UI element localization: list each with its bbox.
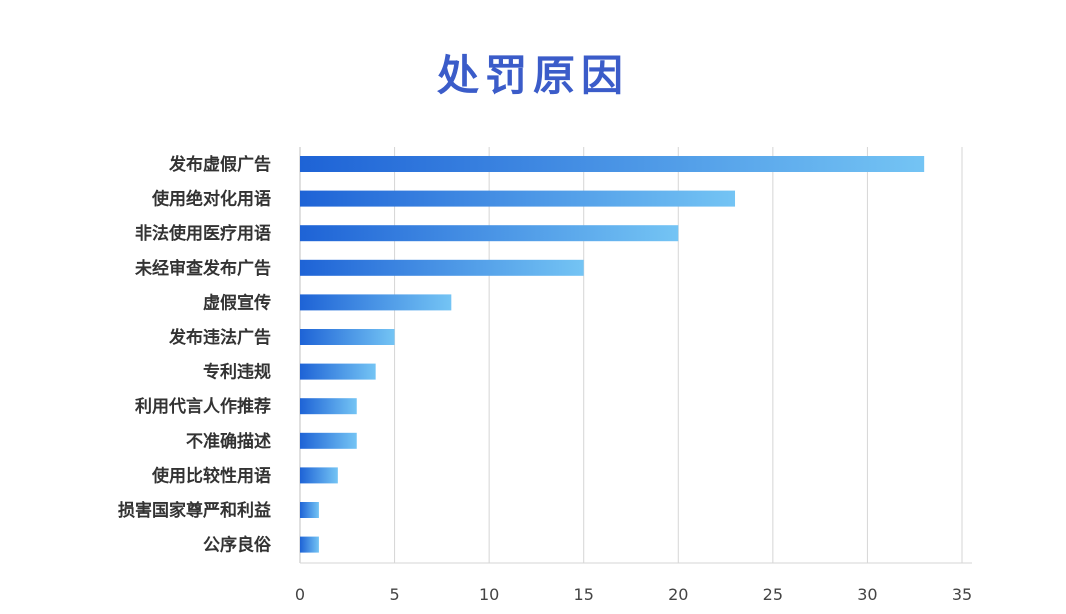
x-tick-label: 5 <box>389 585 399 604</box>
bar-5 <box>300 294 452 311</box>
bar-12 <box>300 536 319 553</box>
bar-2 <box>300 190 736 207</box>
chart-title: 处罚原因 <box>436 51 629 100</box>
bar-8 <box>300 398 357 415</box>
bar-4 <box>300 259 584 276</box>
bar-11 <box>300 502 319 518</box>
category-label: 不准确描述 <box>186 431 271 452</box>
x-tick-label: 0 <box>295 585 305 604</box>
category-label: 利用代言人作推荐 <box>135 396 271 417</box>
category-label: 发布虚假广告 <box>168 154 271 175</box>
bars <box>300 156 925 553</box>
category-label: 非法使用医疗用语 <box>135 223 271 244</box>
x-tick-label: 10 <box>479 585 499 604</box>
category-label: 发布违法广告 <box>168 327 271 348</box>
bar-10 <box>300 467 338 484</box>
bar-3 <box>300 225 679 242</box>
category-label: 使用比较性用语 <box>151 465 271 486</box>
x-tick-label: 35 <box>952 585 972 604</box>
category-label: 损害国家尊严和利益 <box>118 500 271 521</box>
x-tick-label: 30 <box>857 585 877 604</box>
x-tick-label: 15 <box>574 585 594 604</box>
category-label: 使用绝对化用语 <box>151 189 271 210</box>
bar-9 <box>300 432 357 449</box>
bar-6 <box>300 329 395 345</box>
x-tick-label: 20 <box>668 585 688 604</box>
x-axis-tick-labels: 0 5 10 15 20 25 30 35 <box>295 585 972 604</box>
bar-1 <box>300 156 925 172</box>
grid-lines <box>299 147 972 564</box>
category-label: 公序良俗 <box>203 535 272 556</box>
category-label: 虚假宣传 <box>203 292 271 313</box>
category-labels: 发布虚假广告使用绝对化用语非法使用医疗用语未经审查发布广告虚假宣传发布违法广告专… <box>118 154 272 556</box>
bar-7 <box>300 363 376 380</box>
category-label: 专利违规 <box>203 362 271 383</box>
x-tick-label: 25 <box>763 585 783 604</box>
category-label: 未经审查发布广告 <box>134 258 271 279</box>
